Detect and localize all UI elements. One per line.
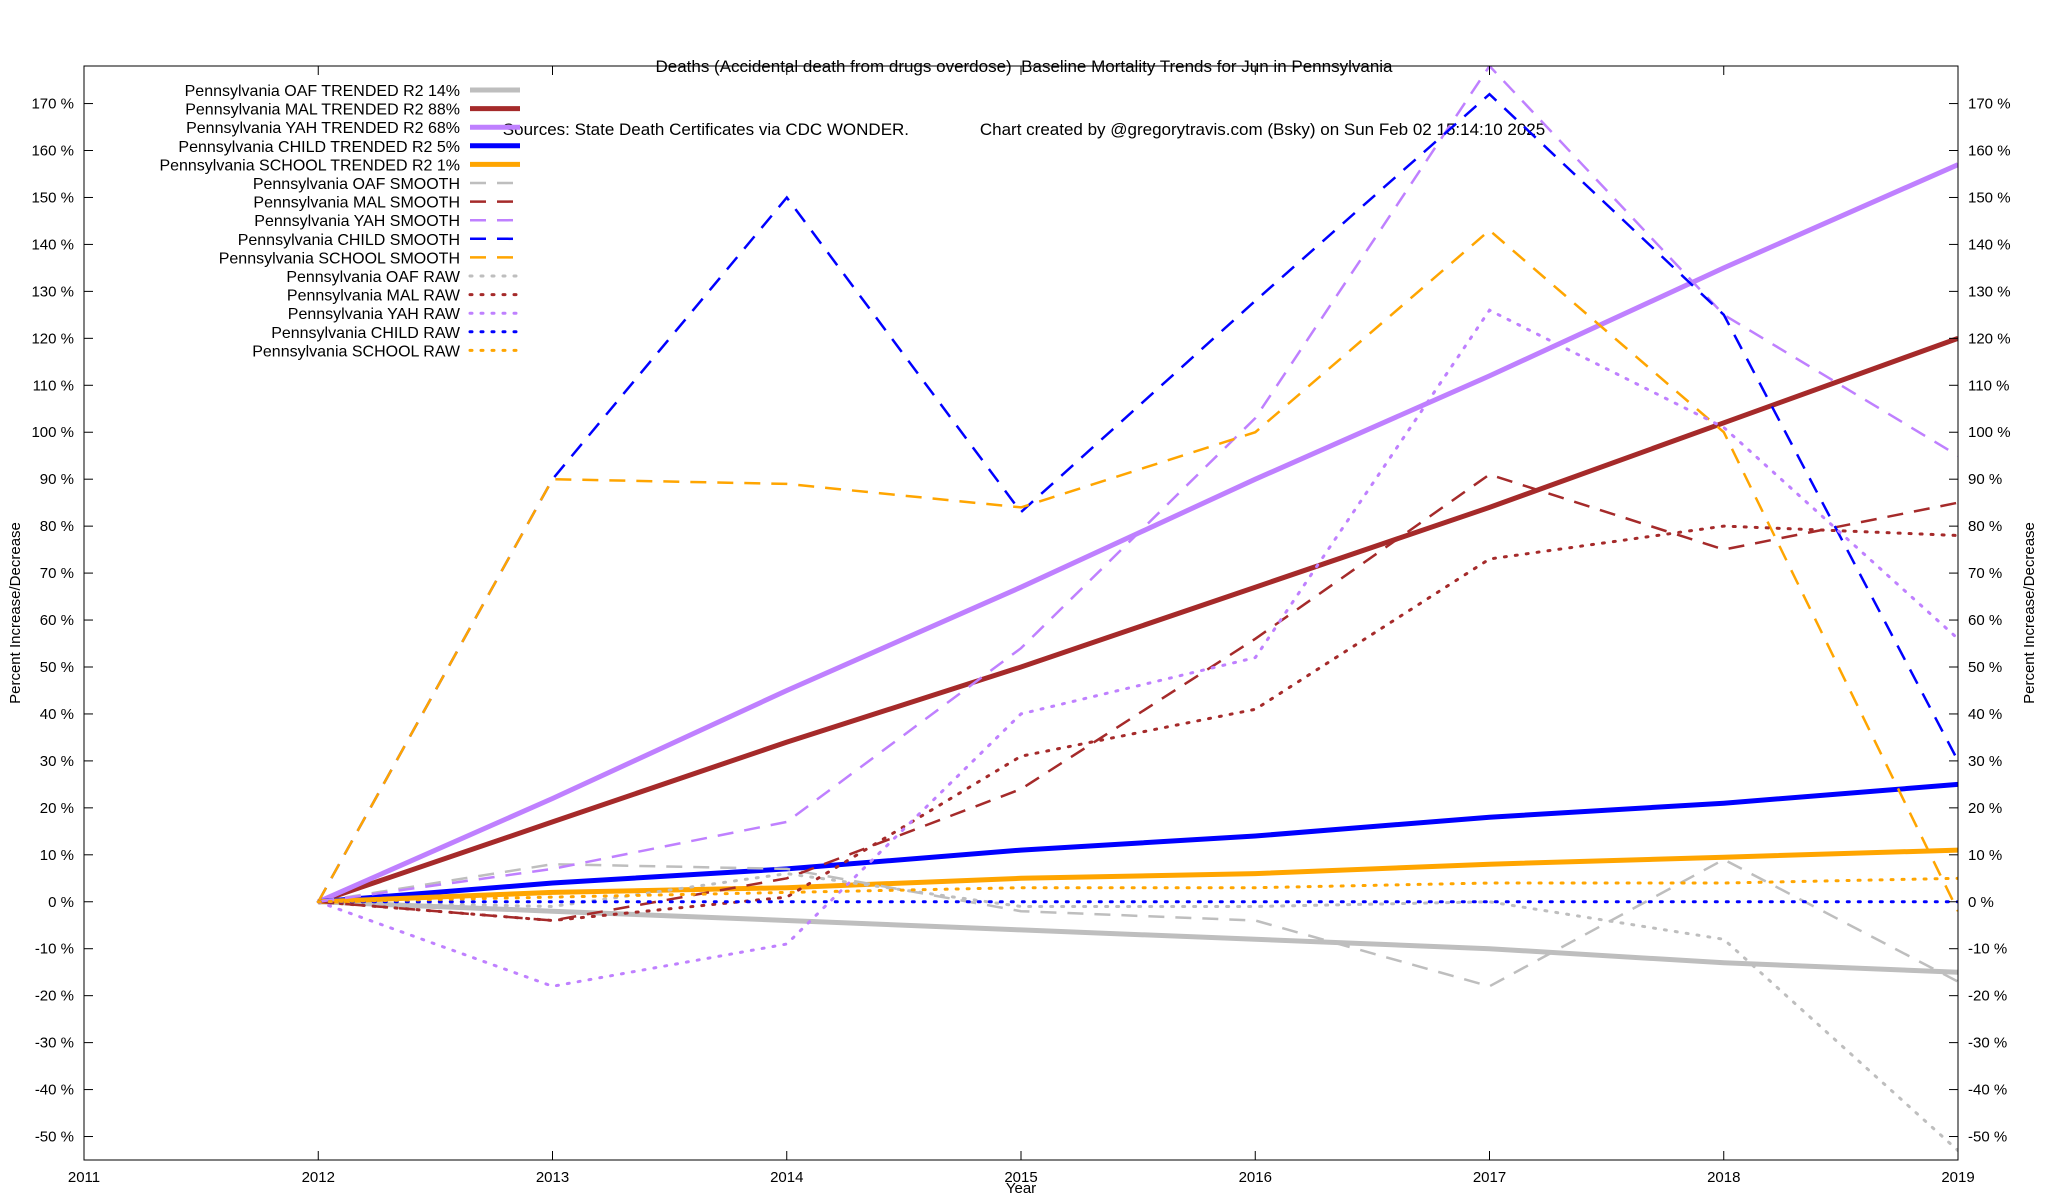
series-line-1 [318,899,1958,975]
y-tick-label: 50 % [40,659,74,676]
y2-tick-label: 20 % [1968,800,2002,817]
x-tick-label: 2016 [1239,1169,1272,1186]
y2-tick-label: 130 % [1968,283,2011,300]
legend: Pennsylvania OAF TRENDED R2 14% Pennsylva… [159,83,522,360]
y2-tick-label: 0 % [1968,894,1994,911]
series-line-11 [316,872,1958,1153]
x-tick-label: 2013 [536,1169,569,1186]
y2-tick-label: 10 % [1968,847,2002,864]
x-tick-label: 2011 [68,1169,100,1186]
y2-tick-label: -10 % [1968,941,2007,958]
y2-tick-label: 170 % [1968,96,2011,113]
series-line-4 [318,781,1958,905]
y-tick-label: 40 % [40,706,74,723]
y-tick-label: 80 % [40,518,74,535]
y2-tick-label: 30 % [1968,753,2002,770]
series-line-8 [318,66,1958,904]
y2-tick-label: 160 % [1968,143,2011,160]
series-line-13 [316,308,1958,988]
y2-tick-label: 60 % [1968,612,2002,629]
y2-tick-label: 50 % [1968,659,2002,676]
y-tick-label: 110 % [33,377,74,394]
y2-tick-label: 110 % [1968,377,2009,394]
series-line-15 [316,876,1958,904]
y-tick-label: 170 % [31,96,74,113]
legend-label-11: Pennsylvania OAF RAW [286,269,461,286]
legend-label-15: Pennsylvania SCHOOL RAW [252,343,461,360]
legend-label-10: Pennsylvania SCHOOL SMOOTH [219,250,460,267]
legend-label-4: Pennsylvania CHILD TRENDED R2 5% [178,139,460,156]
y2-tick-label: 90 % [1968,471,2002,488]
y-tick-label: 10 % [40,847,74,864]
y-tick-label: 0 % [48,894,74,911]
x-axis-title: Year [1006,1180,1036,1197]
y2-tick-label: -30 % [1968,1035,2007,1052]
y2-tick-label: 140 % [1968,236,2011,253]
y-tick-label: -20 % [35,988,74,1005]
y-tick-label: 130 % [31,283,74,300]
y2-tick-label: 80 % [1968,518,2002,535]
y2-tick-label: 120 % [1968,330,2011,347]
y-tick-label: 20 % [40,800,74,817]
y2-tick-label: 100 % [1968,424,2011,441]
y2-tick-label: 70 % [1968,565,2002,582]
y-tick-label: -10 % [35,941,74,958]
y-tick-label: -30 % [35,1035,74,1052]
x-tick-label: 2015 [1004,1169,1037,1186]
legend-label-2: Pennsylvania MAL TRENDED R2 88% [185,102,460,119]
legend-label-13: Pennsylvania YAH RAW [288,306,461,323]
y-tick-label: 100 % [31,424,74,441]
x-tick-label: 2012 [302,1169,335,1186]
x-tick-label: 2019 [1941,1169,1974,1186]
legend-label-8: Pennsylvania YAH SMOOTH [254,213,460,230]
y-tick-label: 160 % [31,143,74,160]
series-line-9 [317,92,1958,903]
series-line-6 [318,858,1958,988]
y-axis-title: Percent Increase/Decrease [7,522,24,704]
y-tick-label: 140 % [31,236,74,253]
series-lines [316,66,1958,1153]
legend-label-9: Pennsylvania CHILD SMOOTH [238,232,460,249]
legend-label-7: Pennsylvania MAL SMOOTH [253,195,460,212]
y-tick-label: 30 % [40,753,74,770]
y-tick-label: -50 % [35,1129,74,1146]
series-line-5 [318,847,1958,905]
y2-axis-title: Percent Increase/Decrease [2021,522,2038,704]
chart-title-line-2: Sources: State Death Certificates via CD… [502,120,1546,139]
y-tick-label: 150 % [31,189,74,206]
x-tick-label: 2014 [770,1169,803,1186]
legend-label-5: Pennsylvania SCHOOL TRENDED R2 1% [159,157,460,174]
y-tick-label: 120 % [31,330,74,347]
legend-label-1: Pennsylvania OAF TRENDED R2 14% [185,83,460,100]
y2-tick-label: 150 % [1968,189,2011,206]
y-tick-label: 70 % [40,565,74,582]
y2-tick-label: 40 % [1968,706,2002,723]
y-tick-label: -40 % [35,1082,74,1099]
y2-tick-label: -50 % [1968,1129,2007,1146]
x-tick-label: 2018 [1707,1169,1740,1186]
axis-ticks: 2011 2012 2013 2014 2015 2016 2017 2018 2019 -50 … [31,66,2011,1186]
series-line-10 [317,228,1958,912]
series-line-2 [317,335,1958,905]
legend-label-3: Pennsylvania YAH TRENDED R2 68% [186,120,460,137]
y2-tick-label: -20 % [1968,988,2007,1005]
y-tick-label: 90 % [40,471,74,488]
legend-label-14: Pennsylvania CHILD RAW [271,325,461,342]
legend-label-6: Pennsylvania OAF SMOOTH [253,176,460,193]
series-line-12 [316,524,1958,923]
x-tick-label: 2017 [1473,1169,1506,1186]
legend-label-12: Pennsylvania MAL RAW [287,288,461,305]
y2-tick-label: -40 % [1968,1082,2007,1099]
y-tick-label: 60 % [40,612,74,629]
series-line-7 [318,473,1958,922]
